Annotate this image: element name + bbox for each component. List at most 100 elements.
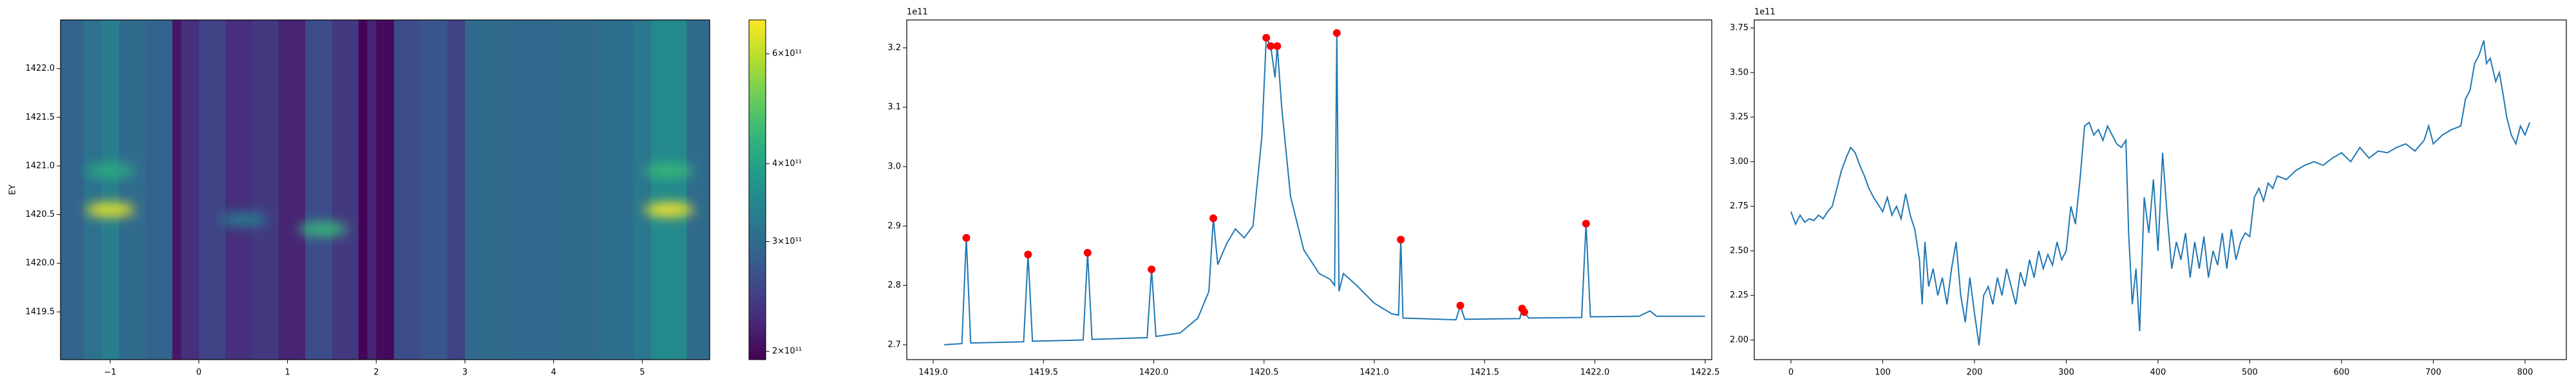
peak-marker — [1148, 265, 1156, 273]
y-tick-label: 2.9 — [887, 221, 901, 231]
y-tick-label: 2.50 — [1730, 246, 1748, 255]
x-tick-label: 300 — [2058, 368, 2074, 378]
heatmap-column — [278, 20, 306, 360]
peak-marker — [1262, 33, 1271, 42]
heatmap-spot — [644, 203, 694, 217]
y-tick-label: 3.25 — [1730, 113, 1748, 122]
colorbar — [748, 19, 766, 360]
heatmap-column — [447, 20, 466, 360]
y-tick-label: 1420.0 — [26, 259, 55, 268]
heatmap-column — [181, 20, 200, 360]
peak-marker — [962, 234, 971, 242]
heatmap-column — [118, 20, 146, 360]
heatmap-column — [198, 20, 226, 360]
y-tick-label: 1420.5 — [26, 210, 55, 219]
x-tick-label: 1419.0 — [918, 368, 948, 378]
heatmap-column — [172, 20, 182, 360]
x-tick-label: 1420.0 — [1139, 368, 1169, 378]
y-tick-label: 3.2 — [887, 43, 901, 53]
x-tick-label: 0 — [1788, 368, 1794, 378]
offset-label: 1e11 — [907, 8, 928, 17]
heatmap-column — [633, 20, 652, 360]
peak-marker — [1582, 219, 1590, 228]
y-tick-label: 2.8 — [887, 280, 901, 290]
heatmap-column — [553, 20, 598, 360]
x-tick-label: 4 — [551, 368, 556, 378]
colorbar-tick-label: 6×10¹¹ — [772, 49, 802, 59]
x-tick-label: 1422.5 — [1690, 368, 1720, 378]
peak-marker — [1456, 302, 1464, 309]
y-tick-label: 3.1 — [887, 102, 901, 112]
y-tick-label: 2.75 — [1730, 201, 1748, 211]
y-tick-label: 2.00 — [1730, 335, 1748, 345]
heatmap-column — [358, 20, 368, 360]
heatmap-column — [509, 20, 554, 360]
x-tick-label: 400 — [2150, 368, 2166, 378]
x-tick-label: 0 — [196, 368, 202, 378]
x-tick-label: −1 — [104, 368, 117, 378]
x-tick-label: 700 — [2425, 368, 2441, 378]
y-tick-label: 1422.0 — [26, 64, 55, 73]
x-tick-label: 1419.5 — [1029, 368, 1059, 378]
heatmap-spot — [644, 163, 694, 178]
y-tick-label: 1421.5 — [26, 113, 55, 122]
axes-frame — [1754, 19, 2567, 360]
heatmap-column — [61, 20, 84, 360]
y-tick-label: 3.0 — [887, 162, 901, 172]
peak-marker — [1332, 29, 1341, 37]
heatmap-column — [101, 20, 120, 360]
x-tick-label: 1421.0 — [1359, 368, 1389, 378]
peak-marker — [1209, 214, 1218, 223]
offset-label: 1e11 — [1754, 8, 1776, 17]
peak-marker — [1520, 308, 1528, 317]
x-tick-label: 800 — [2517, 368, 2533, 378]
data-line — [1790, 40, 2530, 345]
colorbar-tick-label: 4×10¹¹ — [772, 159, 802, 169]
colorbar-tick-label: 3×10¹¹ — [772, 237, 802, 246]
heatmap-column — [651, 20, 687, 360]
axes-frame — [906, 19, 1712, 360]
axes-frame — [60, 19, 710, 360]
peak-marker — [1397, 235, 1405, 244]
heatmap-column — [464, 20, 510, 360]
colorbar-tick-label: 2×10¹¹ — [772, 347, 802, 356]
x-tick-label: 1 — [285, 368, 290, 378]
heatmap-column — [367, 20, 377, 360]
heatmap-column — [83, 20, 102, 360]
heatmap-spot — [86, 163, 135, 178]
x-tick-label: 5 — [639, 368, 645, 378]
heatmap — [61, 20, 710, 360]
heatmap-column — [421, 20, 448, 360]
x-tick-label: 500 — [2242, 368, 2258, 378]
y-tick-label: 3.50 — [1730, 68, 1748, 77]
heatmap-spot — [298, 222, 348, 237]
peak-marker — [1267, 42, 1275, 50]
heatmap-spot — [86, 203, 135, 217]
x-tick-label: 600 — [2333, 368, 2349, 378]
y-tick-label: 1421.0 — [26, 161, 55, 170]
x-tick-label: 200 — [1967, 368, 1983, 378]
heatmap-column — [332, 20, 359, 360]
heatmap-column — [225, 20, 252, 360]
peak-marker — [1273, 42, 1282, 50]
y-tick-label: 2.7 — [887, 340, 901, 349]
y-tick-label: 1419.5 — [26, 307, 55, 317]
x-tick-label: 3 — [462, 368, 468, 378]
heatmap-column — [598, 20, 634, 360]
x-tick-label: 100 — [1875, 368, 1891, 378]
y-tick-label: 2.25 — [1730, 291, 1748, 300]
x-tick-label: 1421.5 — [1470, 368, 1500, 378]
y-axis-label: EY — [8, 185, 18, 195]
x-tick-label: 1422.0 — [1580, 368, 1610, 378]
data-line — [944, 33, 1705, 345]
heatmap-spot — [218, 212, 268, 227]
heatmap-column — [393, 20, 421, 360]
x-tick-label: 1420.5 — [1249, 368, 1279, 378]
x-tick-label: 2 — [374, 368, 379, 378]
y-tick-label: 3.75 — [1730, 23, 1748, 33]
heatmap-column — [252, 20, 279, 360]
peak-marker — [1024, 250, 1032, 259]
heatmap-column — [376, 20, 395, 360]
heatmap-column — [687, 20, 710, 360]
